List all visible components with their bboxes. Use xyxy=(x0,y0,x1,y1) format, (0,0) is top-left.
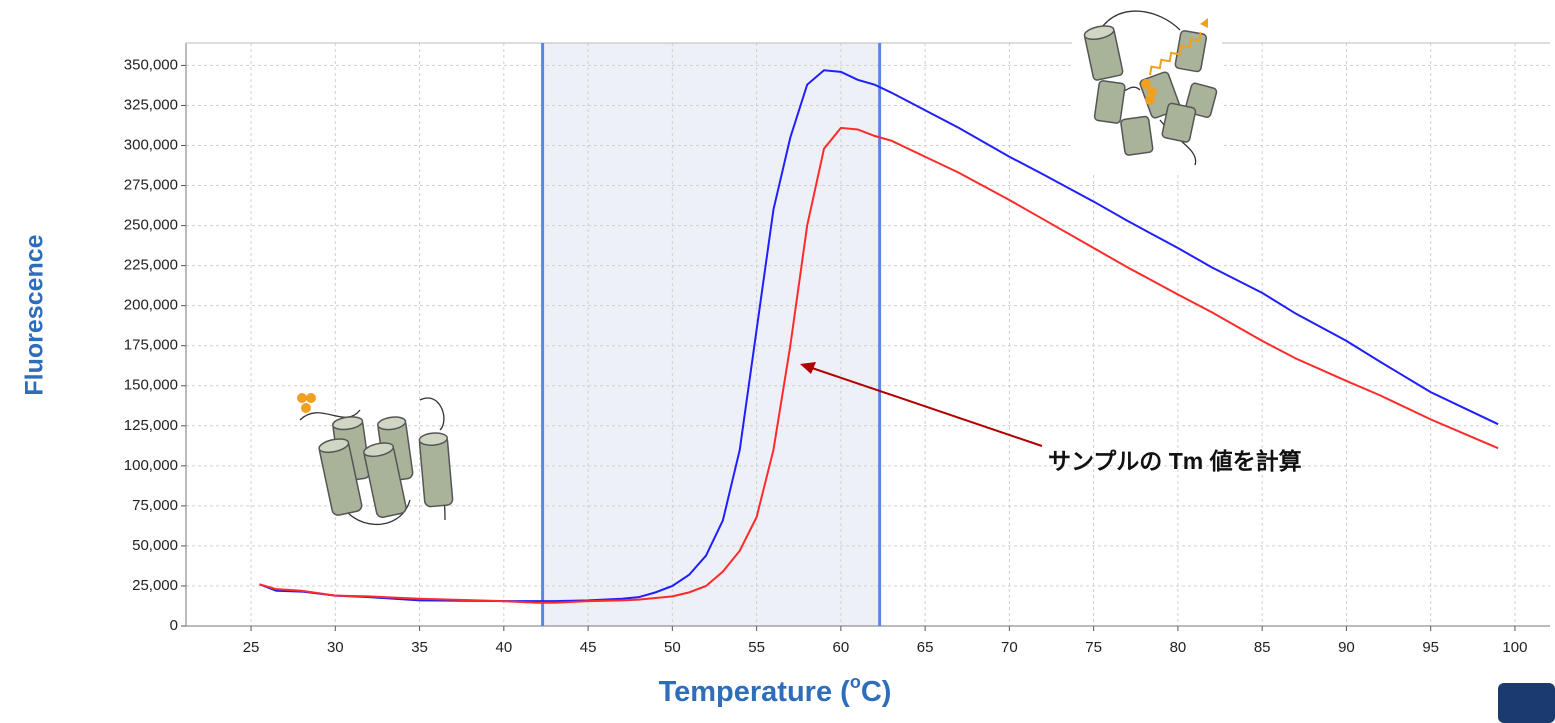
y-tick-label: 350,000 xyxy=(124,56,178,73)
annotation: サンプルの Tm 値を計算 xyxy=(1048,448,1302,474)
line xyxy=(259,69,1499,603)
folded-protein-illustration xyxy=(297,393,454,525)
shaded-region xyxy=(542,43,880,626)
y-tick-label: 225,000 xyxy=(124,257,178,274)
y-tick-label: 100,000 xyxy=(124,457,178,474)
x-tick-label: 70 xyxy=(1001,639,1018,656)
y-tick-label: 250,000 xyxy=(124,217,178,234)
x-tick-label: 65 xyxy=(917,639,934,656)
annotation-arrow xyxy=(800,362,1043,447)
y-tick-label: 25,000 xyxy=(132,577,178,594)
x-tick-label: 90 xyxy=(1338,639,1355,656)
y-tick-label: 75,000 xyxy=(132,497,178,514)
unfolded-protein-illustration xyxy=(1072,10,1222,175)
x-tick-label: 95 xyxy=(1422,639,1439,656)
y-tick-label: 325,000 xyxy=(124,96,178,113)
y-axis-label: Fluorescence xyxy=(21,234,49,395)
x-tick-label: 45 xyxy=(580,639,597,656)
y-tick-label: 300,000 xyxy=(124,136,178,153)
x-axis-label-part: C) xyxy=(861,676,892,708)
logo-corner xyxy=(1498,683,1555,723)
x-tick-label: 55 xyxy=(748,639,765,656)
x-tick-label: 25 xyxy=(243,639,260,656)
x-tick-label: 100 xyxy=(1502,639,1527,656)
y-tick-label: 175,000 xyxy=(124,337,178,354)
x-tick-label: 50 xyxy=(664,639,681,656)
x-tick-label: 35 xyxy=(411,639,428,656)
y-tick-label: 200,000 xyxy=(124,297,178,314)
x-axis-label-part: Temperature ( xyxy=(659,676,851,708)
y-tick-label: 150,000 xyxy=(124,377,178,394)
x-tick-label: 60 xyxy=(833,639,850,656)
x-tick-label: 85 xyxy=(1254,639,1271,656)
y-tick-label: 125,000 xyxy=(124,417,178,434)
x-tick-label: 40 xyxy=(495,639,512,656)
y-tick-label: 50,000 xyxy=(132,537,178,554)
x-tick-label: 30 xyxy=(327,639,344,656)
x-axis-label: Temperature (oC) xyxy=(659,672,892,708)
y-tick-label: 0 xyxy=(170,617,178,634)
x-tick-label: 80 xyxy=(1170,639,1187,656)
x-tick-label: 75 xyxy=(1085,639,1102,656)
overlay: サンプルの Tm 値を計算 Fluorescence Temperature (… xyxy=(21,10,1555,723)
plot-area: 0 25,000 50,000 75,000 100,000 125,000 150,000… xyxy=(124,42,1550,656)
line xyxy=(259,126,1499,604)
x-axis-label-sup: o xyxy=(850,672,861,692)
y-tick-label: 275,000 xyxy=(124,177,178,194)
